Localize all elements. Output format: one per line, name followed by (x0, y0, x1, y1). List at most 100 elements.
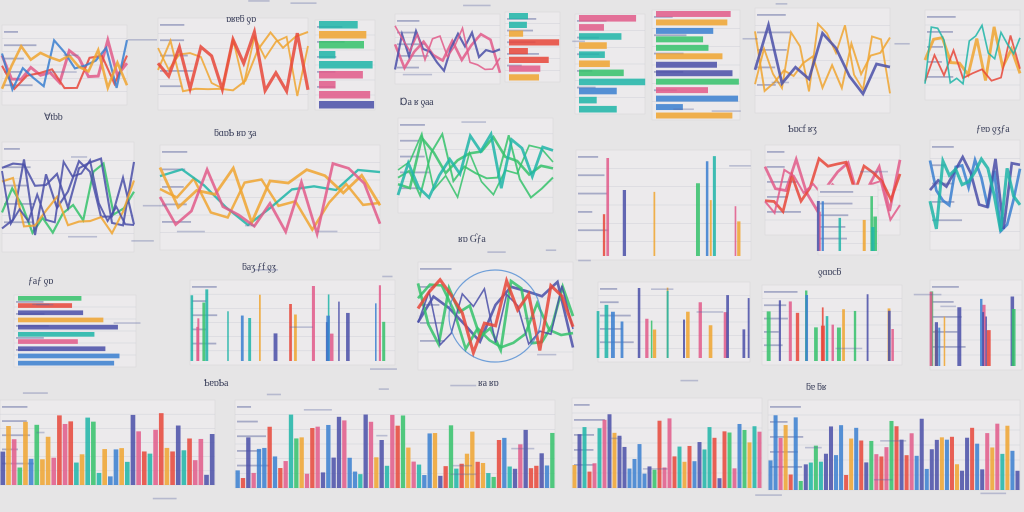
text-smudge (50, 71, 77, 73)
tick-label-smudge (932, 164, 947, 167)
tick-label-smudge (162, 168, 186, 171)
bar (331, 457, 336, 488)
bar (28, 458, 34, 485)
bar (579, 69, 624, 77)
bar (509, 65, 541, 72)
bar (813, 445, 818, 490)
bar (18, 296, 82, 301)
bar (995, 423, 1000, 490)
text-smudge (32, 303, 50, 306)
bar (682, 461, 687, 488)
tick-label-smudge (237, 464, 270, 467)
series-line (159, 176, 381, 233)
tick-label-smudge (820, 202, 853, 205)
tick-label-smudge (932, 301, 954, 303)
bar (448, 425, 454, 488)
bar (299, 437, 304, 488)
text-smudge (402, 73, 433, 76)
tick-label-smudge (397, 31, 416, 34)
bar (384, 465, 390, 488)
caption: ɒʁɐƃ ƍɒ (226, 14, 256, 25)
text-smudge (36, 431, 45, 434)
text-smudge (835, 347, 863, 350)
tick-label-smudge (932, 219, 963, 222)
bar (656, 87, 709, 94)
bar (192, 460, 198, 485)
bar (175, 425, 181, 485)
bar (240, 478, 246, 488)
bar (727, 432, 732, 488)
bar (702, 449, 707, 488)
text-smudge (805, 446, 822, 449)
tick-label-smudge (770, 421, 788, 423)
bar (934, 439, 939, 490)
tick-label-smudge (820, 226, 846, 228)
tick-label-smudge (764, 331, 779, 333)
bar (899, 439, 904, 490)
bar (518, 444, 523, 488)
bar (406, 447, 411, 488)
bar (904, 455, 909, 490)
bar (592, 463, 597, 488)
bar (113, 449, 119, 485)
bar (374, 457, 379, 488)
bar (390, 414, 395, 488)
bar (502, 437, 507, 488)
bar (572, 465, 577, 488)
bar (612, 432, 617, 488)
tick-label-smudge (820, 214, 849, 217)
bar (509, 74, 540, 81)
caption: ʁɒ Ɠƒa (458, 234, 486, 245)
series-line (754, 21, 891, 94)
bar (579, 60, 610, 68)
bar (18, 360, 115, 366)
tick-label-smudge (764, 344, 783, 347)
series-line (0, 37, 129, 93)
bar (884, 447, 889, 490)
tick-label-smudge (578, 192, 608, 195)
series-line (924, 23, 1021, 86)
text-smudge (36, 303, 54, 306)
bar (108, 476, 113, 485)
text-smudge (771, 81, 790, 84)
bar (102, 449, 107, 485)
text-smudge (642, 468, 668, 470)
bar (319, 71, 363, 79)
tick-label-smudge (757, 66, 776, 69)
bar (480, 462, 486, 488)
bar (637, 444, 642, 488)
series-line (928, 155, 1022, 232)
bar (18, 324, 118, 330)
bar (319, 101, 375, 109)
bar (319, 61, 373, 69)
text-smudge (611, 437, 622, 440)
bar (319, 81, 336, 89)
bar (17, 467, 23, 485)
bar (509, 13, 528, 20)
bar (859, 440, 864, 490)
caption: ƒɐɒ ƍʒƒa (976, 124, 1010, 135)
bar (251, 472, 256, 488)
bar (0, 451, 6, 485)
bar (954, 464, 960, 490)
bar (783, 425, 788, 490)
bar (395, 425, 400, 488)
tick-label-smudge (932, 316, 962, 318)
series-line (397, 131, 554, 199)
bar (509, 39, 560, 46)
series-line (158, 161, 382, 240)
bar (949, 436, 954, 490)
tick-label-smudge (578, 229, 609, 232)
bar (849, 438, 854, 490)
bar (717, 478, 722, 488)
bar (416, 464, 422, 488)
bar (79, 454, 85, 485)
series-line (763, 154, 902, 214)
text-smudge (253, 269, 279, 271)
bar (400, 415, 406, 488)
bar (319, 41, 364, 49)
text-smudge (461, 121, 487, 123)
text-smudge (651, 288, 674, 290)
text-smudge (71, 156, 88, 158)
